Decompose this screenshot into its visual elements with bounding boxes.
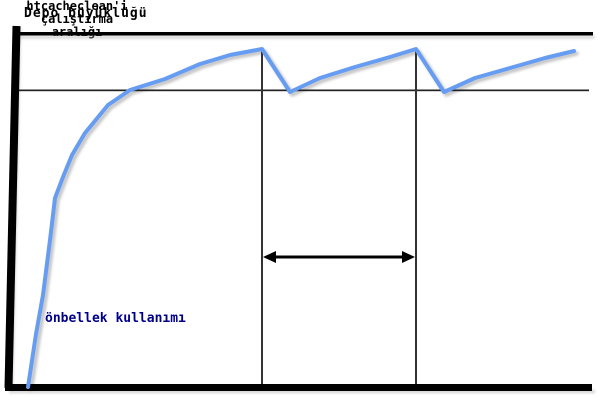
cleanup-event-line-1: [261, 50, 263, 385]
cleanup-event-line-2: [415, 48, 417, 385]
arrowhead-right-icon: [402, 251, 415, 263]
cache-usage-label: önbellek kullanımı: [45, 311, 186, 326]
storage-ceiling-line: [13, 32, 593, 36]
cache-usage-curve: [26, 47, 576, 389]
annotation-line-2: çalıştırma: [40, 12, 114, 26]
y-axis: [4, 25, 21, 389]
y-axis-title: Depo büyüklüğü: [24, 6, 148, 21]
interval-arrow: [263, 251, 415, 263]
x-axis: [5, 384, 592, 391]
cleanup-interval-annotation: htcacheclean'i çalıştırma aralığı: [0, 0, 154, 39]
cache-usage-curve-shadow: [28, 49, 579, 392]
annotation-line-1: htcacheclean'i: [26, 0, 128, 13]
arrowhead-left-icon: [263, 251, 276, 263]
axis-shadows: [9, 27, 595, 393]
storage-limit-line: [16, 89, 589, 92]
